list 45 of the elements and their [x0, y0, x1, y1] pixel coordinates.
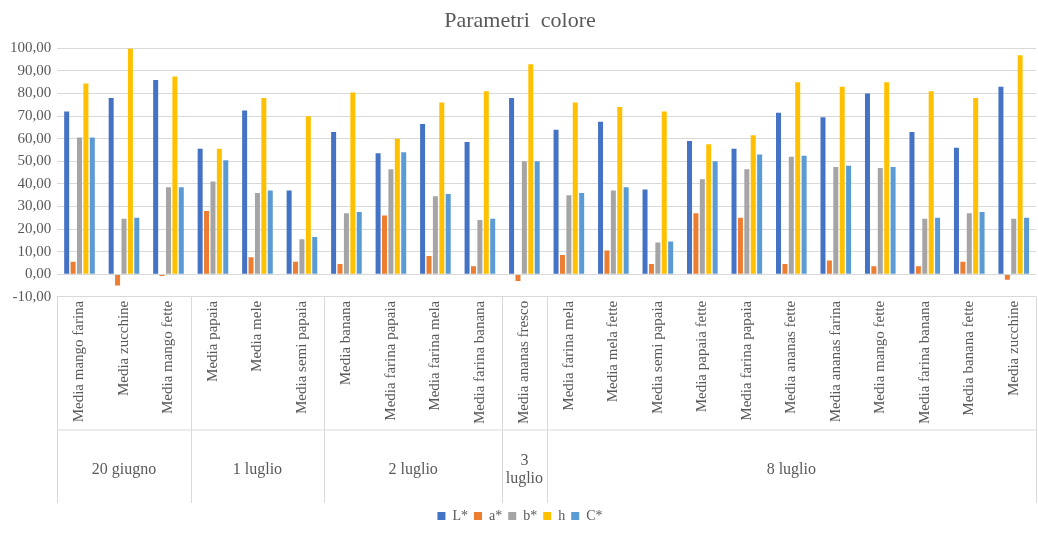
x-tick-label: Media farina papaia: [737, 300, 754, 421]
y-tick-label: 0,00: [25, 265, 52, 282]
chart-title: Parametri colore: [444, 6, 596, 32]
x-tick-label: Media mango fette: [159, 300, 176, 415]
x-tick-label: Media farina banana: [470, 300, 487, 425]
text: 3 luglio: [505, 450, 544, 487]
x-tick-label: Media zucchine: [1004, 300, 1021, 397]
x-tick-label: Media ananas fresco: [515, 300, 532, 425]
y-tick-label: 100,00: [10, 39, 52, 56]
y-tick-label: 20,00: [17, 219, 52, 236]
y-tick-label: 30,00: [17, 197, 52, 214]
legend-label: h: [558, 507, 566, 523]
x-tick-label: Media banana: [337, 300, 354, 386]
x-tick-label: Media farina banana: [915, 300, 932, 425]
x-tick-label: Media semi papaia: [292, 300, 309, 415]
x-tick-label: Media zucchine: [114, 300, 131, 397]
x-tick-label: Media ananas farina: [826, 300, 843, 423]
y-tick-label: 80,00: [17, 84, 52, 101]
y-tick-label: 70,00: [17, 107, 52, 124]
y-tick-label: 90,00: [17, 61, 52, 78]
y-tick-label: 10,00: [17, 242, 52, 259]
text: 8 luglio: [766, 459, 816, 478]
y-tick-label: 60,00: [17, 129, 52, 146]
x-tick-label: Media farina mela: [559, 300, 576, 411]
x-tick-label: Media farina papaia: [381, 300, 398, 421]
y-tick-label: -10,00: [12, 287, 52, 304]
y-tick-label: 50,00: [17, 152, 52, 169]
legend-label: a*: [489, 507, 503, 523]
x-tick-label: Media banana fette: [960, 300, 977, 416]
x-tick-label: Media mele: [248, 300, 265, 372]
text: 1 luglio: [232, 459, 283, 478]
x-tick-label: Media mela fette: [604, 300, 621, 403]
x-tick-label: Media mango farina: [70, 300, 87, 423]
legend-label: C*: [586, 507, 603, 523]
x-tick-label: Media farina mela: [426, 300, 443, 411]
x-tick-label: Media semi papaia: [648, 300, 665, 415]
x-tick-label: Media papaia: [203, 300, 220, 382]
y-tick-label: 40,00: [17, 174, 52, 191]
legend-label: L*: [452, 507, 469, 523]
x-tick-label: Media ananas fette: [782, 300, 799, 415]
x-tick-label: Media mango fette: [871, 300, 888, 415]
text: 2 luglio: [388, 459, 438, 478]
text: 20 giugno: [91, 459, 157, 478]
legend-label: b*: [523, 507, 538, 523]
x-tick-label: Media papaia fette: [693, 300, 710, 413]
